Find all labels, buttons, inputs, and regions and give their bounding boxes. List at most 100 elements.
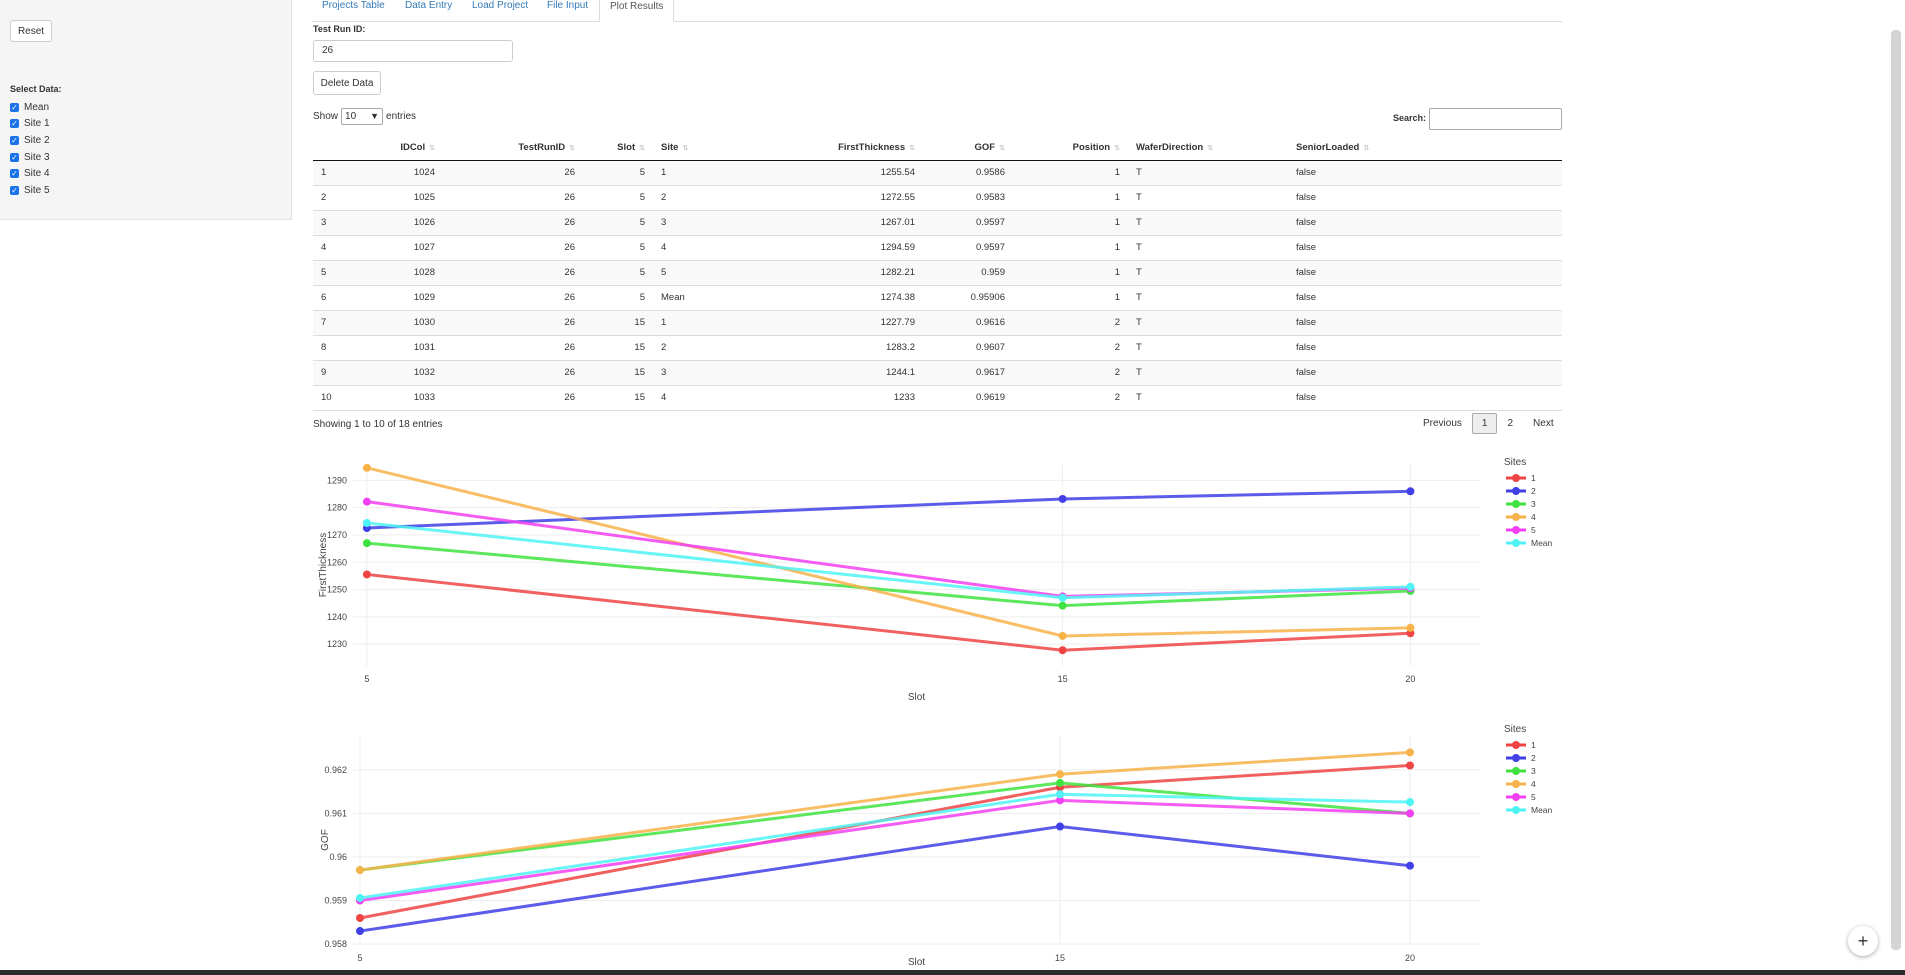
checkbox-row[interactable]: ✓ Site 4 bbox=[10, 165, 50, 182]
column-header[interactable]: Position ⇅ bbox=[1013, 136, 1128, 161]
legend-item[interactable]: 5 bbox=[1531, 792, 1536, 802]
data-point[interactable] bbox=[1056, 770, 1064, 779]
page-button[interactable]: 1 bbox=[1471, 413, 1498, 434]
legend-item[interactable]: 4 bbox=[1531, 512, 1536, 522]
data-point[interactable] bbox=[1406, 798, 1414, 807]
search-input[interactable] bbox=[1429, 108, 1562, 130]
legend-item[interactable]: 2 bbox=[1531, 753, 1536, 763]
column-header[interactable]: Site ⇅ bbox=[653, 136, 733, 161]
column-header[interactable]: GOF ⇅ bbox=[923, 136, 1013, 161]
column-header[interactable]: Slot ⇅ bbox=[583, 136, 653, 161]
checkbox-label: Site 2 bbox=[24, 134, 50, 146]
y-tick-label: 1280 bbox=[327, 503, 347, 513]
pagination: Previous 1 2 Next bbox=[1413, 413, 1564, 434]
previous-page-button[interactable]: Previous bbox=[1423, 418, 1462, 429]
legend-item[interactable]: 5 bbox=[1531, 525, 1536, 535]
legend-item[interactable]: 3 bbox=[1531, 499, 1536, 509]
data-point[interactable] bbox=[1406, 487, 1415, 496]
data-point[interactable] bbox=[1056, 790, 1064, 799]
table-cell: false bbox=[1288, 260, 1562, 286]
column-header[interactable] bbox=[313, 136, 373, 161]
checkbox-checked-icon[interactable]: ✓ bbox=[10, 185, 19, 195]
data-point[interactable] bbox=[1058, 494, 1067, 503]
test-run-id-input[interactable]: 26 bbox=[313, 40, 513, 62]
data-point[interactable] bbox=[1056, 796, 1064, 805]
reset-button[interactable]: Reset bbox=[10, 20, 52, 42]
table-cell: false bbox=[1288, 160, 1562, 186]
data-point[interactable] bbox=[362, 519, 371, 528]
x-tick-label: 15 bbox=[1058, 674, 1068, 684]
table-cell: false bbox=[1288, 210, 1562, 236]
tab-file-input[interactable]: File Input bbox=[547, 0, 589, 11]
data-point[interactable] bbox=[356, 866, 364, 875]
vertical-scrollbar[interactable] bbox=[1891, 30, 1901, 950]
legend-item[interactable]: Mean bbox=[1531, 805, 1553, 815]
data-point[interactable] bbox=[356, 893, 364, 902]
data-point[interactable] bbox=[362, 539, 371, 548]
data-point[interactable] bbox=[362, 497, 371, 506]
tab-load-project[interactable]: Load Project bbox=[472, 0, 529, 11]
column-header[interactable]: TestRunID ⇅ bbox=[443, 136, 583, 161]
checkbox-checked-icon[interactable]: ✓ bbox=[10, 135, 19, 145]
tab-plot-results[interactable]: Plot Results bbox=[599, 0, 675, 22]
legend-item[interactable]: 2 bbox=[1531, 486, 1536, 496]
tab-data-entry[interactable]: Data Entry bbox=[405, 0, 453, 11]
checkbox-checked-icon[interactable]: ✓ bbox=[10, 102, 19, 112]
column-header[interactable]: WaferDirection ⇅ bbox=[1128, 136, 1288, 161]
data-point[interactable] bbox=[1406, 748, 1414, 757]
table-cell: false bbox=[1288, 235, 1562, 261]
checkbox-row[interactable]: ✓ Site 1 bbox=[10, 116, 50, 133]
page-button[interactable]: 2 bbox=[1507, 418, 1514, 429]
entries-select[interactable]: 10 ▼ bbox=[341, 108, 384, 125]
data-point[interactable] bbox=[1058, 631, 1067, 640]
legend-item[interactable]: 1 bbox=[1531, 740, 1536, 750]
delete-data-button[interactable]: Delete Data bbox=[313, 71, 381, 95]
checkbox-checked-icon[interactable]: ✓ bbox=[10, 152, 19, 162]
legend-item[interactable]: 3 bbox=[1531, 766, 1536, 776]
data-point[interactable] bbox=[356, 927, 364, 936]
data-point[interactable] bbox=[1056, 822, 1064, 831]
checkbox-row[interactable]: ✓ Site 2 bbox=[10, 132, 50, 149]
table-cell: 4 bbox=[653, 235, 733, 261]
data-point[interactable] bbox=[1056, 778, 1064, 787]
legend-item[interactable]: 1 bbox=[1531, 473, 1536, 483]
data-point[interactable] bbox=[1058, 601, 1067, 610]
data-point[interactable] bbox=[1406, 623, 1415, 632]
data-point[interactable] bbox=[1406, 809, 1414, 818]
next-page-button[interactable]: Next bbox=[1533, 418, 1554, 429]
data-point[interactable] bbox=[356, 913, 364, 922]
add-button[interactable]: + bbox=[1848, 926, 1878, 956]
checkbox-checked-icon[interactable]: ✓ bbox=[10, 119, 19, 129]
checkbox-row[interactable]: ✓ Site 5 bbox=[10, 182, 50, 199]
legend-item[interactable]: 4 bbox=[1531, 779, 1536, 789]
data-point[interactable] bbox=[1406, 582, 1415, 591]
column-header[interactable]: IDCol ⇅ bbox=[373, 136, 443, 161]
column-header-label: Position bbox=[1072, 142, 1111, 154]
data-point[interactable] bbox=[362, 463, 371, 472]
tab-projects-table[interactable]: Projects Table bbox=[322, 0, 385, 11]
checkbox-row[interactable]: ✓ Mean bbox=[10, 99, 50, 116]
data-point[interactable] bbox=[362, 570, 371, 579]
column-header[interactable]: FirstThickness ⇅ bbox=[733, 136, 923, 161]
data-point[interactable] bbox=[1406, 861, 1414, 870]
table-cell: false bbox=[1288, 385, 1562, 411]
column-header[interactable]: SeniorLoaded ⇅ bbox=[1288, 136, 1562, 161]
select-data-label: Select Data: bbox=[10, 84, 62, 94]
data-point[interactable] bbox=[1406, 761, 1414, 770]
legend-item[interactable]: Mean bbox=[1531, 538, 1553, 548]
data-point[interactable] bbox=[1058, 593, 1067, 602]
data-point[interactable] bbox=[1058, 646, 1067, 655]
checkbox-row[interactable]: ✓ Site 3 bbox=[10, 149, 50, 166]
checkbox-checked-icon[interactable]: ✓ bbox=[10, 169, 19, 179]
checkbox-label: Site 3 bbox=[24, 151, 50, 163]
